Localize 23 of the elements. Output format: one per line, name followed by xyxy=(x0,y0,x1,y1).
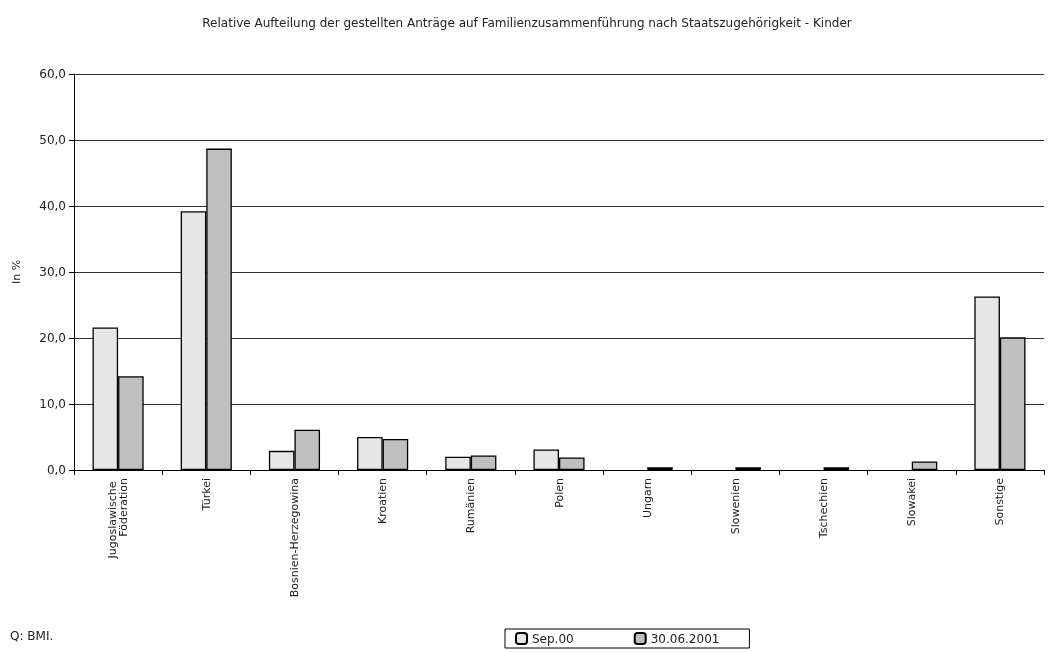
x-tick-label: Bosnien-Herzegowina xyxy=(287,478,301,598)
x-tick-label: Türkei xyxy=(199,478,213,512)
y-tick-label: 40,0 xyxy=(39,199,66,213)
text: Q: BMI. xyxy=(10,629,54,643)
y-tick-label: 20,0 xyxy=(39,331,66,345)
x-tick-label: Polen xyxy=(552,477,566,508)
x-tick-label: Slowenien xyxy=(728,477,742,535)
chart-title: Relative Aufteilung der gestellten Anträge auf Familienzusammenführung nach Staatszugehörigkeit - Kinder xyxy=(202,16,852,30)
y-tick-label: 0,0 xyxy=(46,463,66,477)
y-tick-label: 50,0 xyxy=(39,133,66,147)
y-tick-label: 60,0 xyxy=(39,67,66,81)
y-axis-title: In % xyxy=(10,259,23,285)
x-tick-label: Rumänien xyxy=(464,477,478,534)
x-tick-label: Slowakei xyxy=(905,478,919,527)
legend-label: 30.06.2001 xyxy=(650,631,720,646)
x-tick-label: Kroatien xyxy=(376,477,390,525)
legend-label: Sep.00 xyxy=(532,631,574,646)
x-tick-label: Sonstige xyxy=(993,477,1007,526)
x-tick-label: Ungarn xyxy=(640,477,654,519)
x-tick-label: Jugoslawische Föderation xyxy=(106,477,131,560)
y-tick-label: 10,0 xyxy=(39,397,66,411)
y-tick-label: 30,0 xyxy=(39,265,66,279)
x-tick-label: Tschechien xyxy=(817,477,831,540)
